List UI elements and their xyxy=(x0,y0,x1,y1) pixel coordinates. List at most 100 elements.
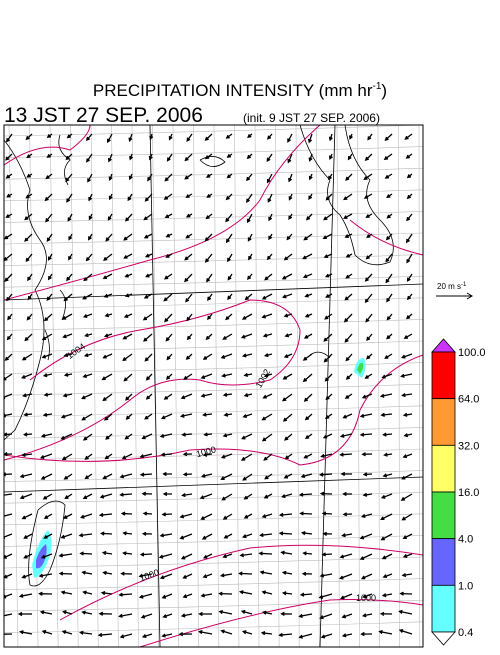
wind-arrow xyxy=(183,494,193,497)
wind-arrow xyxy=(285,314,292,317)
wind-arrow xyxy=(143,492,152,495)
coastline xyxy=(300,125,393,265)
wind-arrow xyxy=(65,474,72,479)
wind-arrow xyxy=(403,574,412,577)
wind-arrow xyxy=(366,274,372,281)
wind-arrow xyxy=(144,214,152,220)
wind-arrow xyxy=(168,154,172,161)
wind-arrow xyxy=(84,374,92,377)
grid-line xyxy=(50,125,58,647)
grid-line xyxy=(276,125,280,647)
wind-arrow xyxy=(202,594,212,597)
wind-arrow xyxy=(321,574,332,577)
wind-arrow xyxy=(23,394,32,397)
wind-arrow xyxy=(69,254,72,259)
wind-arrow xyxy=(164,472,172,475)
wind-arrow xyxy=(165,194,172,199)
wind-arrow xyxy=(164,294,172,301)
wind-arrow xyxy=(388,214,393,218)
isobar-label: 1000 xyxy=(138,567,160,583)
wind-arrow xyxy=(283,294,292,298)
wind-arrow xyxy=(88,174,92,182)
wind-arrow xyxy=(204,574,212,578)
wind-arrow xyxy=(1,614,12,617)
wind-arrow xyxy=(60,572,72,575)
wind-arrow xyxy=(227,134,232,138)
wind-arrow xyxy=(305,394,312,401)
wind-arrow xyxy=(99,633,112,636)
wind-arrow xyxy=(329,174,332,179)
wind-arrow xyxy=(62,591,72,594)
wind-arrow xyxy=(323,512,332,515)
wind-arrow xyxy=(345,294,352,300)
wind-arrow xyxy=(346,174,352,180)
wind-arrow xyxy=(65,494,72,498)
wind-arrow xyxy=(386,274,392,282)
wind-arrow xyxy=(127,414,132,419)
wind-arrow xyxy=(84,591,93,594)
wind-arrow xyxy=(245,394,252,397)
wind-arrow xyxy=(0,633,12,636)
wind-arrow xyxy=(106,234,112,241)
wind-arrow xyxy=(324,532,332,535)
grid-line xyxy=(235,125,239,647)
wind-arrow xyxy=(248,134,252,137)
wind-arrow xyxy=(228,174,232,178)
wind-arrow xyxy=(108,134,112,142)
wind-arrow xyxy=(207,274,212,281)
wind-arrow xyxy=(84,494,92,498)
wind-arrow xyxy=(185,154,192,160)
wind-arrow xyxy=(80,631,92,634)
wind-arrow xyxy=(306,294,312,297)
wind-arrow xyxy=(41,454,52,458)
wind-arrow xyxy=(245,373,252,376)
wind-arrow xyxy=(341,594,352,599)
wind-arrow xyxy=(382,494,392,498)
wind-arrow xyxy=(243,354,252,357)
wind-arrow xyxy=(167,234,172,237)
colorbar-label: 1.0 xyxy=(458,580,473,592)
wind-arrow xyxy=(165,394,172,399)
wind-arrow xyxy=(326,274,332,277)
wind-arrow xyxy=(7,214,13,217)
wind-arrow xyxy=(282,551,292,554)
wind-arrow xyxy=(80,534,92,537)
wind-arrow xyxy=(387,294,392,301)
wind-arrow xyxy=(246,294,252,299)
wind-arrow xyxy=(407,314,412,318)
wind-arrow xyxy=(404,413,412,416)
colorbar-label: 16.0 xyxy=(458,487,479,499)
wind-arrow xyxy=(263,591,272,594)
grid-line xyxy=(112,125,119,647)
wind-arrow xyxy=(228,254,232,261)
wind-arrow xyxy=(309,194,312,199)
wind-arrow xyxy=(240,572,253,575)
wind-arrow xyxy=(63,314,72,319)
wind-arrow xyxy=(160,554,172,558)
colorbar-under xyxy=(432,632,455,645)
wind-arrow xyxy=(364,473,372,476)
wind-arrow xyxy=(23,514,32,519)
wind-arrow xyxy=(167,354,172,359)
wind-arrow xyxy=(283,274,292,279)
wind-arrow xyxy=(224,393,232,396)
wind-arrow xyxy=(402,494,412,500)
colorbar-segment xyxy=(432,352,455,399)
wind-arrow xyxy=(226,314,232,319)
wind-arrow xyxy=(245,494,252,499)
wind-arrow xyxy=(121,474,132,478)
wind-arrow xyxy=(284,374,292,379)
wind-arrow xyxy=(242,454,252,460)
wind-arrow xyxy=(188,334,192,339)
wind-arrow xyxy=(346,274,352,278)
wind-arrow xyxy=(269,234,272,239)
wind-arrow xyxy=(8,314,12,319)
wind-arrow xyxy=(222,494,232,500)
wind-arrow xyxy=(343,634,352,637)
wind-arrow xyxy=(403,514,413,520)
wind-arrow xyxy=(123,552,132,555)
grid-line xyxy=(4,147,423,158)
wind-arrow xyxy=(286,454,292,459)
